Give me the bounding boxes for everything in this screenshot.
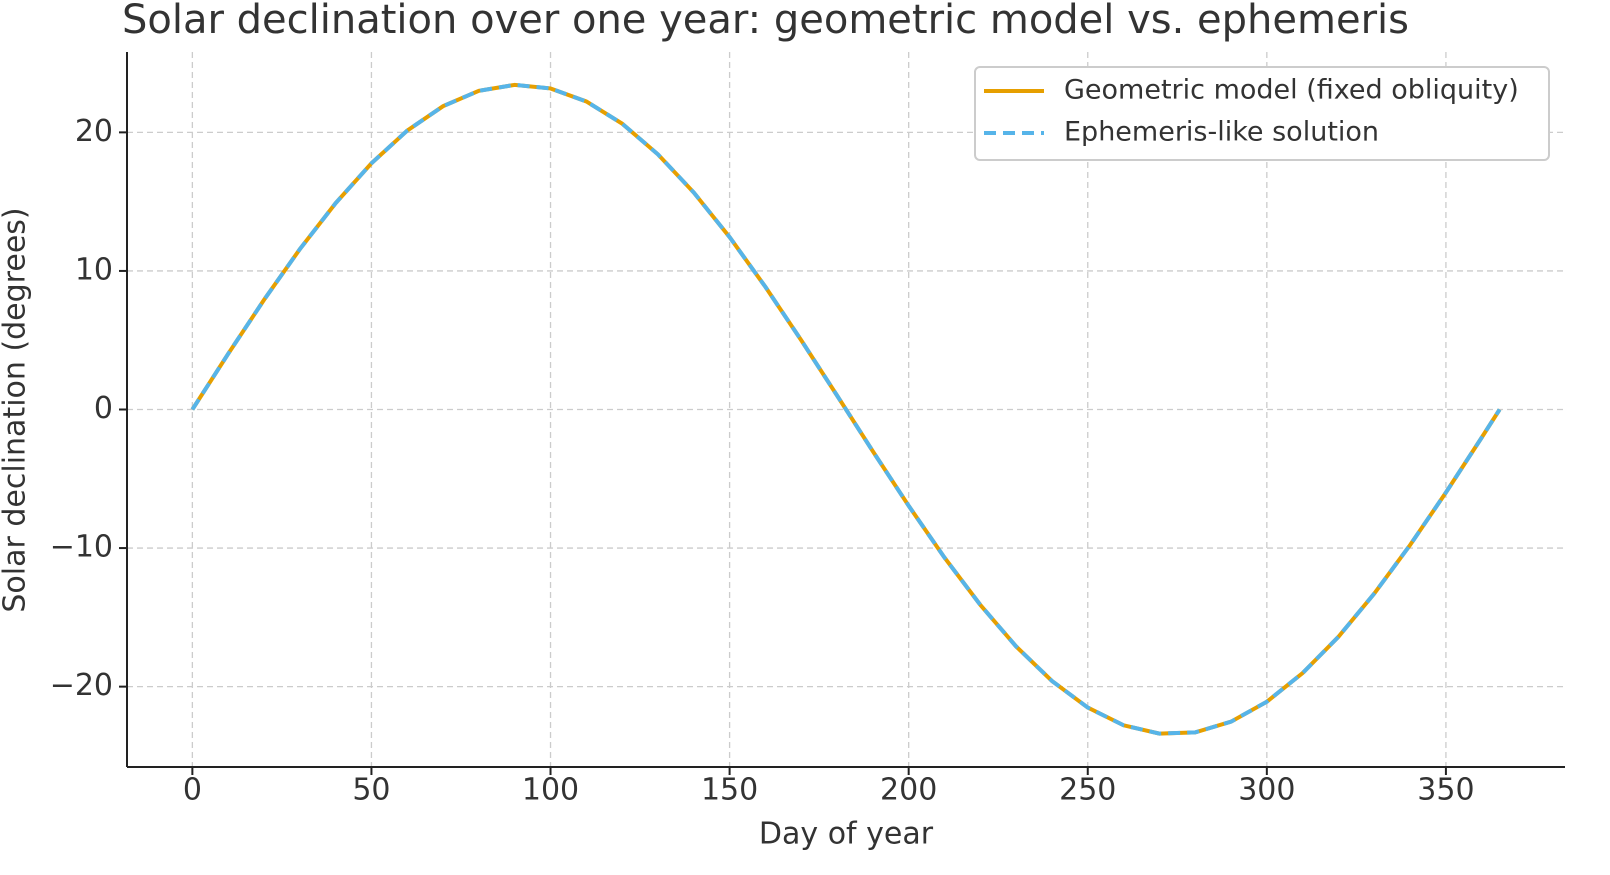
x-tick-label: 0 [183,773,202,808]
y-tick-label: −20 [50,668,113,703]
x-tick-label: 350 [1417,773,1474,808]
legend: Geometric model (fixed obliquity) Ephemer… [974,66,1550,161]
x-tick-label: 150 [701,773,758,808]
x-tick-label: 250 [1059,773,1116,808]
legend-label: Ephemeris-like solution [1064,117,1379,148]
x-axis-label: Day of year [759,817,934,852]
chart-title: Solar declination over one year: geometr… [122,0,1409,43]
y-tick-label: 0 [94,391,113,426]
y-tick-label: −10 [50,530,113,565]
legend-label: Geometric model (fixed obliquity) [1064,75,1519,106]
x-tick-label: 100 [522,773,579,808]
y-tick-label: 10 [75,252,113,287]
y-tick-label: 20 [75,114,113,149]
data-line [190,82,1502,736]
x-tick-label: 300 [1238,773,1295,808]
legend-box [974,66,1550,161]
x-tick-label: 50 [352,773,390,808]
x-tick-label: 200 [880,773,937,808]
y-axis-label: Solar declination (degrees) [0,207,33,612]
